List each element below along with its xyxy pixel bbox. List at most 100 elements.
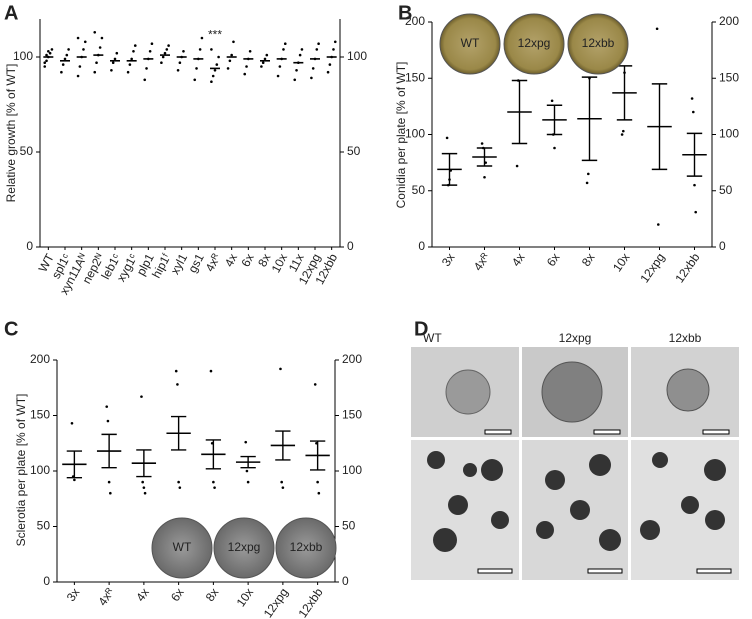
data-point <box>553 146 556 150</box>
error-bar <box>546 104 563 136</box>
data-point <box>177 480 180 484</box>
error-bar <box>616 65 633 121</box>
data-point <box>655 27 659 31</box>
error-bar <box>581 76 598 162</box>
data-point <box>263 57 267 61</box>
data-point <box>280 480 283 484</box>
data-point <box>93 70 97 74</box>
data-point <box>276 74 280 78</box>
data-point <box>210 48 213 51</box>
x-tick-label: 12xpg <box>261 586 291 619</box>
data-point <box>193 78 197 82</box>
error-bar <box>441 152 458 186</box>
y-tick-label: 100 <box>13 49 33 63</box>
y-tick-label: 200 <box>30 352 50 366</box>
data-point <box>282 48 285 51</box>
data-point <box>212 480 215 484</box>
data-point <box>198 48 202 51</box>
y-tick-label-right: 150 <box>342 408 362 422</box>
data-point <box>98 46 102 49</box>
data-point <box>130 57 133 61</box>
data-point <box>45 53 48 57</box>
data-point <box>132 50 135 53</box>
data-point <box>61 63 65 66</box>
data-point <box>133 44 137 47</box>
x-tick-label: gs1 <box>185 251 207 275</box>
panel-label: B <box>398 2 412 24</box>
data-point <box>45 59 48 63</box>
y-tick-label: 200 <box>405 14 425 28</box>
sclerotia <box>427 451 726 552</box>
x-tick-label: 4x <box>509 251 528 269</box>
data-point <box>73 478 76 482</box>
y-tick-label-right: 50 <box>719 183 733 197</box>
y-axis-label: Conidia per plate [% of WT] <box>394 62 408 209</box>
data-point <box>483 175 486 179</box>
plate <box>151 517 213 579</box>
y-tick-label: 150 <box>30 408 50 422</box>
data-point <box>82 48 85 51</box>
plate <box>567 13 629 75</box>
y-axis-label: Relative growth [% of WT] <box>4 64 18 203</box>
plate <box>213 517 275 579</box>
data-point <box>148 50 152 53</box>
y-axis-label: Sclerotia per plate [% of WT] <box>14 394 28 547</box>
data-point <box>142 486 146 489</box>
y-tick-label-right: 50 <box>342 519 356 533</box>
error-bar <box>101 433 117 469</box>
data-point <box>161 55 165 59</box>
data-point <box>113 57 117 61</box>
data-point <box>213 69 217 72</box>
data-point <box>165 48 169 51</box>
data-point <box>145 67 148 70</box>
data-point <box>244 440 248 444</box>
data-point <box>293 78 297 82</box>
x-tick-label: 8x <box>255 251 273 269</box>
data-point <box>230 53 233 57</box>
data-point <box>261 61 265 64</box>
y-tick-label-right: 0 <box>342 574 349 588</box>
data-point <box>213 486 216 489</box>
data-point <box>317 491 321 495</box>
x-tick-label: 3x <box>64 586 83 604</box>
panel-label: D <box>414 318 428 340</box>
y-tick-label-right: 50 <box>347 144 361 158</box>
panel-d-images: WT 12xpg 12xbb <box>411 331 739 580</box>
data-point <box>657 223 660 226</box>
data-point <box>585 181 589 185</box>
data-point <box>178 61 182 64</box>
data-point <box>310 76 313 80</box>
y-tick-label: 50 <box>37 519 51 533</box>
x-tick-label: 8x <box>203 586 222 604</box>
data-point <box>326 70 330 74</box>
data-point <box>445 136 449 140</box>
cluster <box>445 369 491 415</box>
y-tick-label: 50 <box>412 183 426 197</box>
data-point <box>692 110 695 114</box>
data-point <box>316 480 319 484</box>
data-point <box>315 48 319 51</box>
panel-label: C <box>4 318 18 340</box>
data-point <box>182 50 185 53</box>
data-point <box>587 172 590 176</box>
error-bar <box>66 450 83 479</box>
data-point <box>622 129 625 133</box>
data-point <box>95 61 98 64</box>
data-point <box>245 469 249 473</box>
data-point <box>217 55 220 59</box>
data-point <box>65 53 69 57</box>
data-point <box>694 210 697 214</box>
y-tick-label-right: 0 <box>347 239 354 253</box>
data-point <box>210 80 213 83</box>
y-tick-label: 0 <box>418 239 425 253</box>
scale-bars <box>477 429 732 574</box>
error-bar <box>309 440 326 471</box>
data-point <box>110 69 113 72</box>
x-tick-label: 4x <box>133 586 152 604</box>
y-tick-label-right: 100 <box>347 49 367 63</box>
data-point <box>50 48 54 51</box>
data-point <box>690 97 694 100</box>
error-bar <box>205 439 222 470</box>
data-point <box>83 40 87 44</box>
